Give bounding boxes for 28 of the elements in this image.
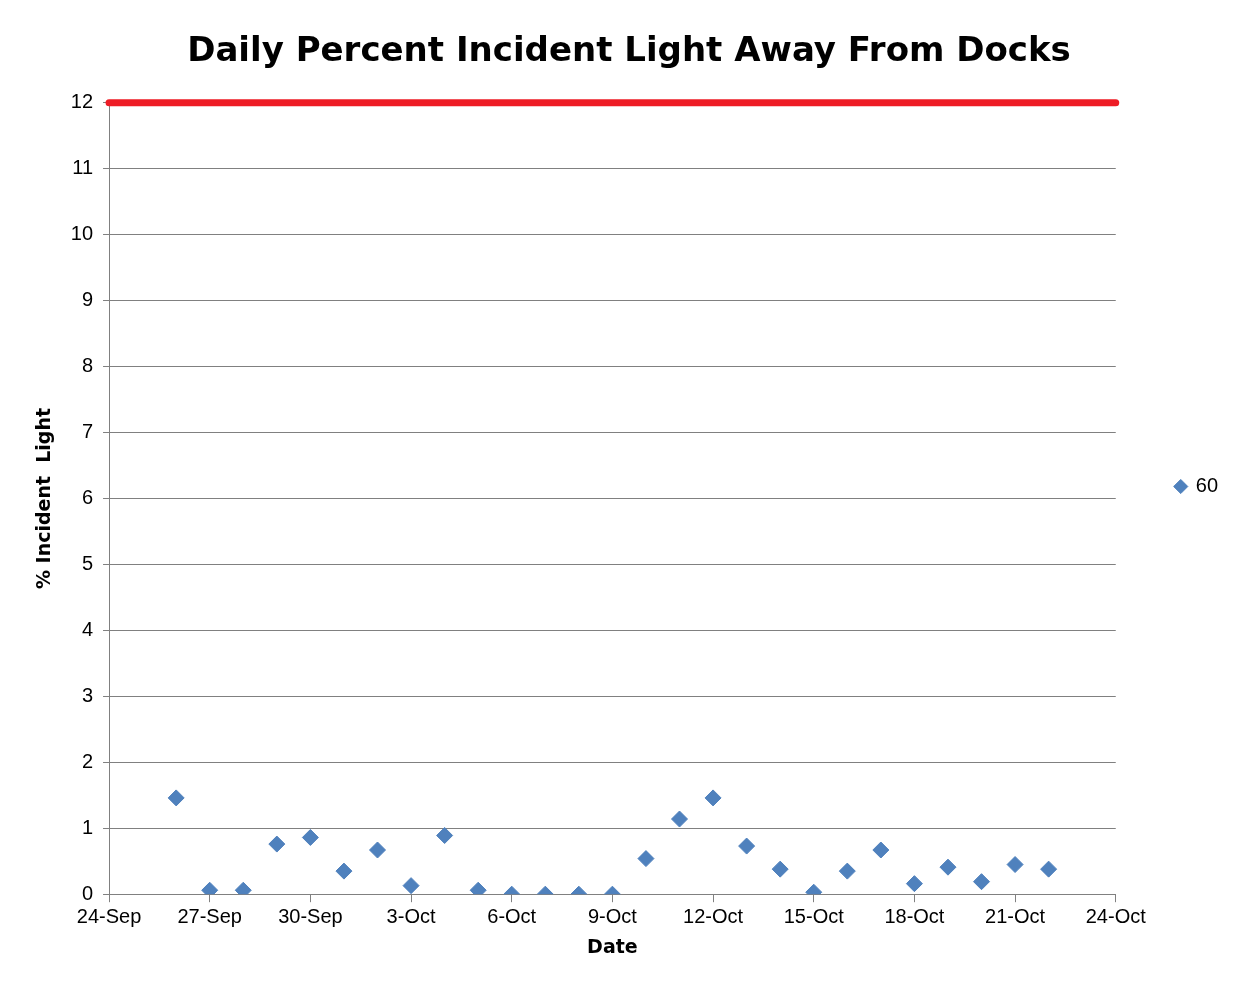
x-tick-label: 24-Sep	[76, 904, 142, 927]
x-tick-label: 27-Sep	[177, 904, 242, 927]
y-tick-label: 10	[70, 222, 94, 245]
legend-label: 60	[1195, 474, 1218, 497]
y-axis-title: % Incident Light	[32, 407, 55, 590]
x-tick-label: 30-Sep	[278, 904, 343, 927]
x-tick-label: 9-Oct	[587, 904, 638, 927]
x-tick-label: 21-Oct	[985, 904, 1046, 927]
x-tick-label: 18-Oct	[884, 904, 945, 927]
chart-title: Daily Percent Incident Light Away From Docks	[187, 29, 1071, 70]
y-tick-label: 9	[81, 288, 94, 311]
y-tick-label: 3	[81, 683, 94, 706]
y-tick-label: 2	[81, 749, 94, 772]
x-tick-label: 15-Oct	[783, 904, 845, 927]
y-tick-label: 0	[81, 881, 94, 904]
y-tick-label: 8	[81, 354, 94, 377]
x-axis-title: Date	[587, 934, 638, 957]
x-tick-label: 3-Oct	[386, 904, 436, 927]
y-tick-label: 4	[81, 617, 94, 640]
y-tick-label: 12	[70, 90, 94, 113]
x-tick-label: 24-Oct	[1085, 904, 1147, 927]
x-tick-label: 12-Oct	[683, 904, 744, 927]
y-tick-label: 11	[72, 156, 94, 179]
y-tick-label: 7	[81, 420, 94, 443]
y-tick-label: 1	[81, 815, 94, 838]
x-tick-label: 6-Oct	[487, 904, 537, 927]
y-tick-label: 5	[81, 551, 94, 574]
y-tick-label: 6	[81, 486, 94, 509]
